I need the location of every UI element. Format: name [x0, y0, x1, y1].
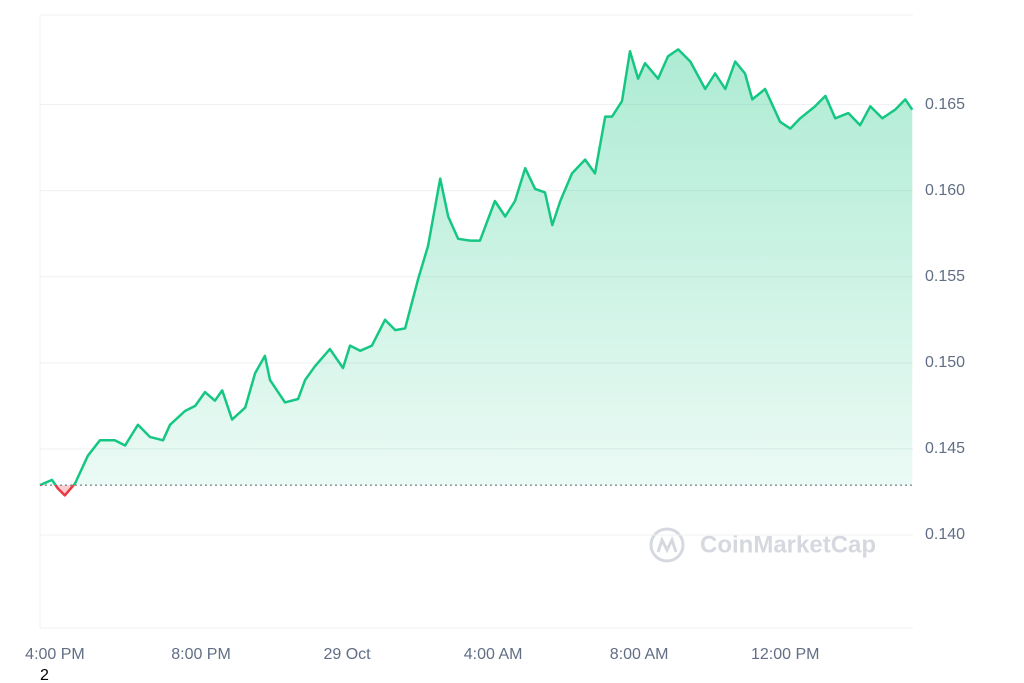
area-fill-down [40, 485, 74, 496]
x-tick-label: 8:00 PM [171, 646, 231, 663]
x-tick-label: 4:00 AM [464, 646, 523, 663]
x-tick-label: 12:00 PM [751, 646, 819, 663]
y-tick-label: 0.160 [925, 182, 965, 199]
price-line [39, 48, 914, 486]
y-tick-label: 0.140 [925, 526, 965, 543]
footnote: 2 [40, 667, 49, 683]
y-tick-label: 0.145 [925, 440, 965, 457]
y-tick-label: 0.150 [925, 354, 965, 371]
x-tick-label: 8:00 AM [610, 646, 669, 663]
x-tick-label: 29 Oct [323, 646, 371, 663]
y-tick-label: 0.155 [925, 268, 965, 285]
y-tick-label: 0.165 [925, 96, 965, 113]
watermark-text: CoinMarketCap [700, 531, 876, 558]
x-tick-label: 4:00 PM [25, 646, 85, 663]
area-fill [40, 49, 913, 486]
watermark: CoinMarketCap [649, 527, 876, 563]
